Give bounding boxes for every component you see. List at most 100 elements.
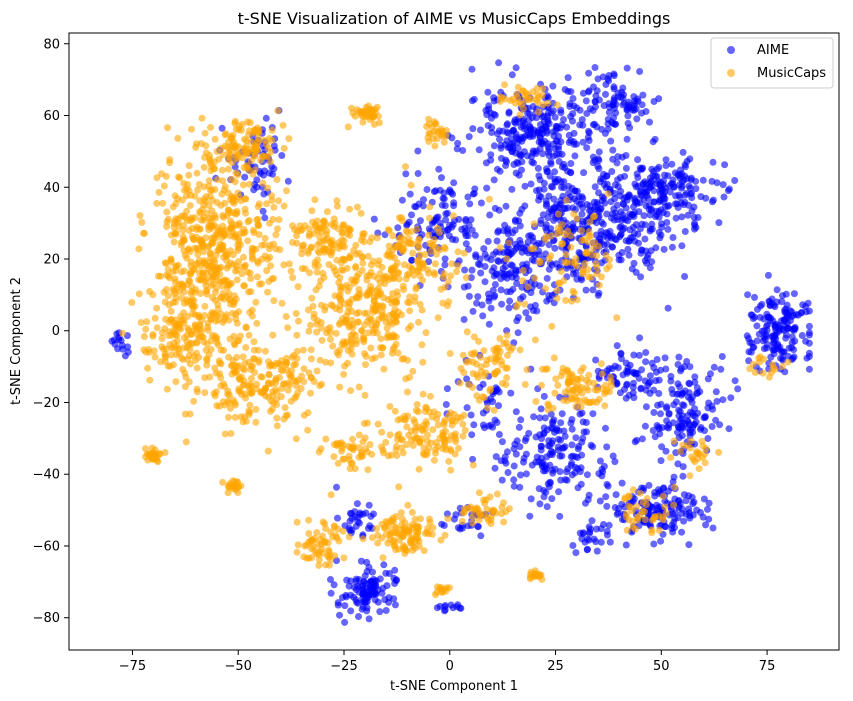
data-point [374,539,382,547]
data-point [467,216,475,224]
data-point [622,359,630,367]
data-point [794,311,802,319]
data-point [219,318,227,326]
data-point [773,286,781,294]
data-point [292,310,300,317]
data-point [630,495,638,503]
data-point [517,100,525,108]
data-point [315,556,323,564]
data-point [648,359,656,367]
y-tick-label: −60 [33,539,60,554]
data-point [496,244,504,252]
data-point [335,537,343,545]
data-point [237,197,245,205]
data-point [270,203,278,211]
data-point [307,389,314,397]
data-point [283,187,290,195]
data-point [442,216,450,224]
data-point [265,371,273,379]
data-point [540,487,548,494]
data-point [367,512,375,520]
data-point [603,443,611,451]
data-point [217,244,225,252]
data-point [355,383,363,391]
data-point [272,359,280,367]
data-point [672,398,680,406]
data-point [688,194,696,202]
data-point [708,423,716,430]
data-point [623,381,631,389]
data-point [233,266,241,274]
data-point [543,227,551,235]
data-point [592,356,600,364]
data-point [541,285,549,293]
data-point [384,539,392,547]
data-point [340,221,348,229]
data-point [385,570,393,577]
data-point [647,225,654,233]
data-point [450,202,458,210]
data-point [629,383,637,391]
data-point [510,462,518,470]
data-point [431,120,439,128]
data-point [515,171,523,179]
data-point [498,438,506,446]
data-point [775,322,783,329]
data-point [379,554,387,562]
data-point [200,183,208,191]
data-point [582,249,590,257]
data-point [326,324,334,331]
data-point [314,256,321,264]
data-point [678,182,686,190]
data-point [634,516,642,524]
data-point [391,524,399,531]
data-point [764,321,772,329]
data-point [553,101,561,109]
data-point [623,526,631,534]
data-point [662,447,670,455]
data-point [595,148,603,156]
data-point [663,219,671,226]
data-point [704,505,711,513]
data-point [222,256,230,264]
data-point [622,394,630,402]
data-point [585,371,593,379]
data-point [553,294,561,302]
data-point [323,208,331,216]
data-point [531,567,539,575]
data-point [699,453,706,461]
data-point [658,443,666,451]
data-point [584,545,591,553]
data-point [285,370,293,378]
data-point [545,265,553,273]
data-point [515,423,523,431]
data-point [202,149,210,157]
data-point [492,453,500,461]
data-point [413,225,421,233]
data-point [679,463,687,471]
data-point [622,541,630,549]
data-point [170,238,178,246]
data-point [503,158,510,166]
data-point [423,420,431,428]
data-point [662,156,670,164]
data-point [402,170,410,178]
data-point [591,64,599,71]
data-point [560,427,568,435]
data-point [413,257,421,265]
data-point [636,225,644,233]
data-point [551,244,559,252]
data-point [185,171,193,179]
data-point [369,257,377,265]
data-point [342,591,350,599]
data-point [784,324,792,332]
data-point [193,140,200,148]
data-point [458,517,466,525]
data-point [308,374,315,382]
data-point [768,300,776,308]
data-point [611,458,619,466]
data-point [566,100,574,108]
data-point [161,259,169,267]
data-point [158,335,166,342]
data-point [257,373,265,381]
